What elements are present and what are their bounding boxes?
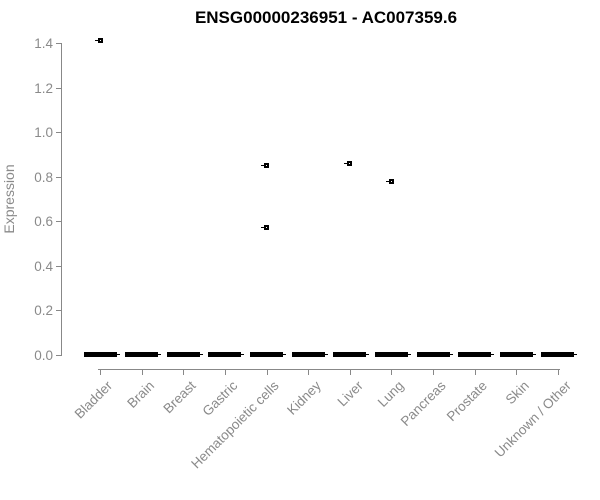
chart-title: ENSG00000236951 - AC007359.6 bbox=[194, 8, 458, 27]
x-tick bbox=[224, 369, 226, 375]
x-axis-line bbox=[98, 369, 560, 370]
outlier-point bbox=[261, 225, 270, 231]
box-bar bbox=[499, 352, 536, 357]
x-tick bbox=[266, 369, 268, 375]
x-tick bbox=[183, 369, 185, 375]
x-tick bbox=[391, 369, 393, 375]
y-tick bbox=[56, 221, 61, 223]
y-tick bbox=[56, 42, 61, 44]
x-tick bbox=[433, 369, 435, 375]
box-bar bbox=[250, 352, 287, 357]
y-tick-label: 1.2 bbox=[34, 80, 53, 96]
y-tick bbox=[56, 355, 61, 356]
y-tick-label: 0.0 bbox=[34, 348, 53, 363]
y-tick-label: 1.4 bbox=[34, 35, 53, 51]
outlier-point bbox=[385, 178, 394, 184]
box-bar bbox=[291, 352, 328, 357]
y-axis-line bbox=[61, 42, 62, 356]
outlier-point bbox=[94, 38, 103, 44]
box-bar bbox=[416, 352, 453, 357]
x-tick-label: Kidney bbox=[283, 378, 324, 418]
y-tick bbox=[56, 87, 61, 89]
x-tick bbox=[308, 369, 310, 375]
y-tick-label: 1.0 bbox=[34, 125, 53, 141]
y-tick-label: 0.4 bbox=[34, 258, 53, 274]
outlier-point bbox=[261, 163, 270, 169]
x-tick bbox=[557, 369, 559, 375]
y-tick bbox=[56, 310, 61, 312]
outlier-point bbox=[344, 160, 353, 166]
y-tick-label: 0.2 bbox=[34, 303, 53, 319]
x-tick-label: Breast bbox=[160, 378, 199, 417]
x-tick bbox=[349, 369, 351, 375]
y-tick bbox=[56, 176, 61, 178]
y-tick-label: 0.6 bbox=[34, 214, 53, 230]
box-bar bbox=[458, 352, 495, 357]
x-tick-label: Liver bbox=[334, 378, 366, 410]
x-tick-label: Unknown / Other bbox=[491, 378, 574, 461]
y-tick-label: 0.8 bbox=[34, 169, 53, 185]
x-tick-label: Lung bbox=[375, 378, 408, 410]
y-tick bbox=[56, 265, 61, 267]
box-bar bbox=[333, 352, 370, 357]
x-tick-label: Pancreas bbox=[397, 378, 449, 429]
x-tick-label: Bladder bbox=[72, 378, 116, 422]
x-tick-label: Skin bbox=[502, 378, 532, 408]
x-tick-label: Brain bbox=[124, 378, 158, 411]
box-bar bbox=[166, 352, 203, 357]
x-tick bbox=[474, 369, 476, 375]
box-bar bbox=[125, 352, 162, 357]
x-tick bbox=[516, 369, 518, 375]
x-tick bbox=[141, 369, 143, 375]
x-tick bbox=[100, 369, 101, 375]
x-tick-label: Prostate bbox=[444, 378, 491, 425]
box-bar bbox=[208, 352, 245, 357]
y-tick bbox=[56, 132, 61, 134]
box-bar bbox=[83, 352, 120, 357]
box-bar bbox=[374, 352, 411, 357]
box-bar bbox=[541, 352, 578, 357]
